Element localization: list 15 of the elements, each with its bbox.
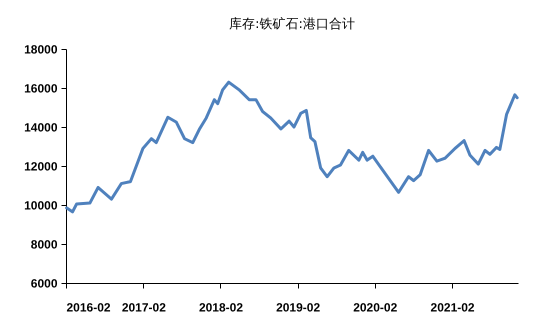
x-tick-label: 2018-02 [198, 300, 244, 314]
y-tick-label: 8000 [30, 238, 58, 252]
y-tick-label: 12000 [24, 160, 58, 174]
line-series [65, 80, 519, 214]
x-tick-label: 2019-02 [276, 300, 320, 314]
y-tick-label: 14000 [24, 120, 58, 134]
y-tick-label: 6000 [30, 276, 58, 290]
y-tick-label: 18000 [24, 42, 58, 56]
x-tick-label: 2017-02 [122, 300, 166, 314]
x-tick-label: 2020-02 [353, 300, 398, 314]
y-tick-label: 10000 [24, 198, 58, 212]
y-tick-label: 16000 [24, 82, 58, 96]
chart-title: 库存:铁矿石:港口合计 [229, 17, 355, 32]
x-tick-label: 2016-02 [66, 300, 111, 314]
x-tick-label: 2021-02 [430, 300, 475, 314]
